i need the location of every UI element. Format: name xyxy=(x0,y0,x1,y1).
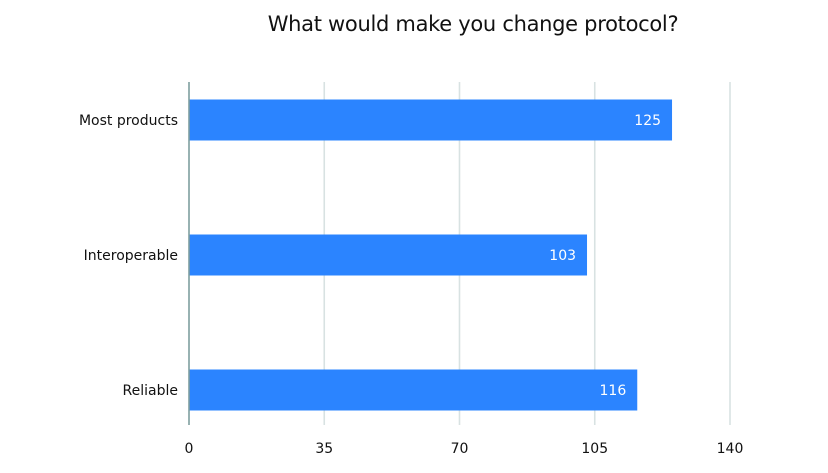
bar-interoperable xyxy=(189,234,588,276)
x-tick-label-35: 35 xyxy=(315,441,333,457)
chart-title: What would make you change protocol? xyxy=(267,12,679,36)
data-label-interoperable: 103 xyxy=(549,248,576,264)
data-label-reliable: 116 xyxy=(600,383,627,399)
label-layer: 0 35 70 105 140 125 Most products 103 Interopera… xyxy=(79,113,743,457)
category-label-interoperable: Interoperable xyxy=(84,248,178,264)
bar-most-products xyxy=(189,99,673,141)
data-label-most-products: 125 xyxy=(634,113,661,129)
x-tick-label-140: 140 xyxy=(717,441,744,457)
category-label-reliable: Reliable xyxy=(123,383,178,399)
bar-reliable xyxy=(189,369,638,411)
bar-layer xyxy=(189,99,673,411)
x-tick-label-0: 0 xyxy=(185,441,194,457)
x-tick-label-70: 70 xyxy=(451,441,469,457)
category-label-most-products: Most products xyxy=(79,113,178,129)
x-tick-label-105: 105 xyxy=(581,441,608,457)
